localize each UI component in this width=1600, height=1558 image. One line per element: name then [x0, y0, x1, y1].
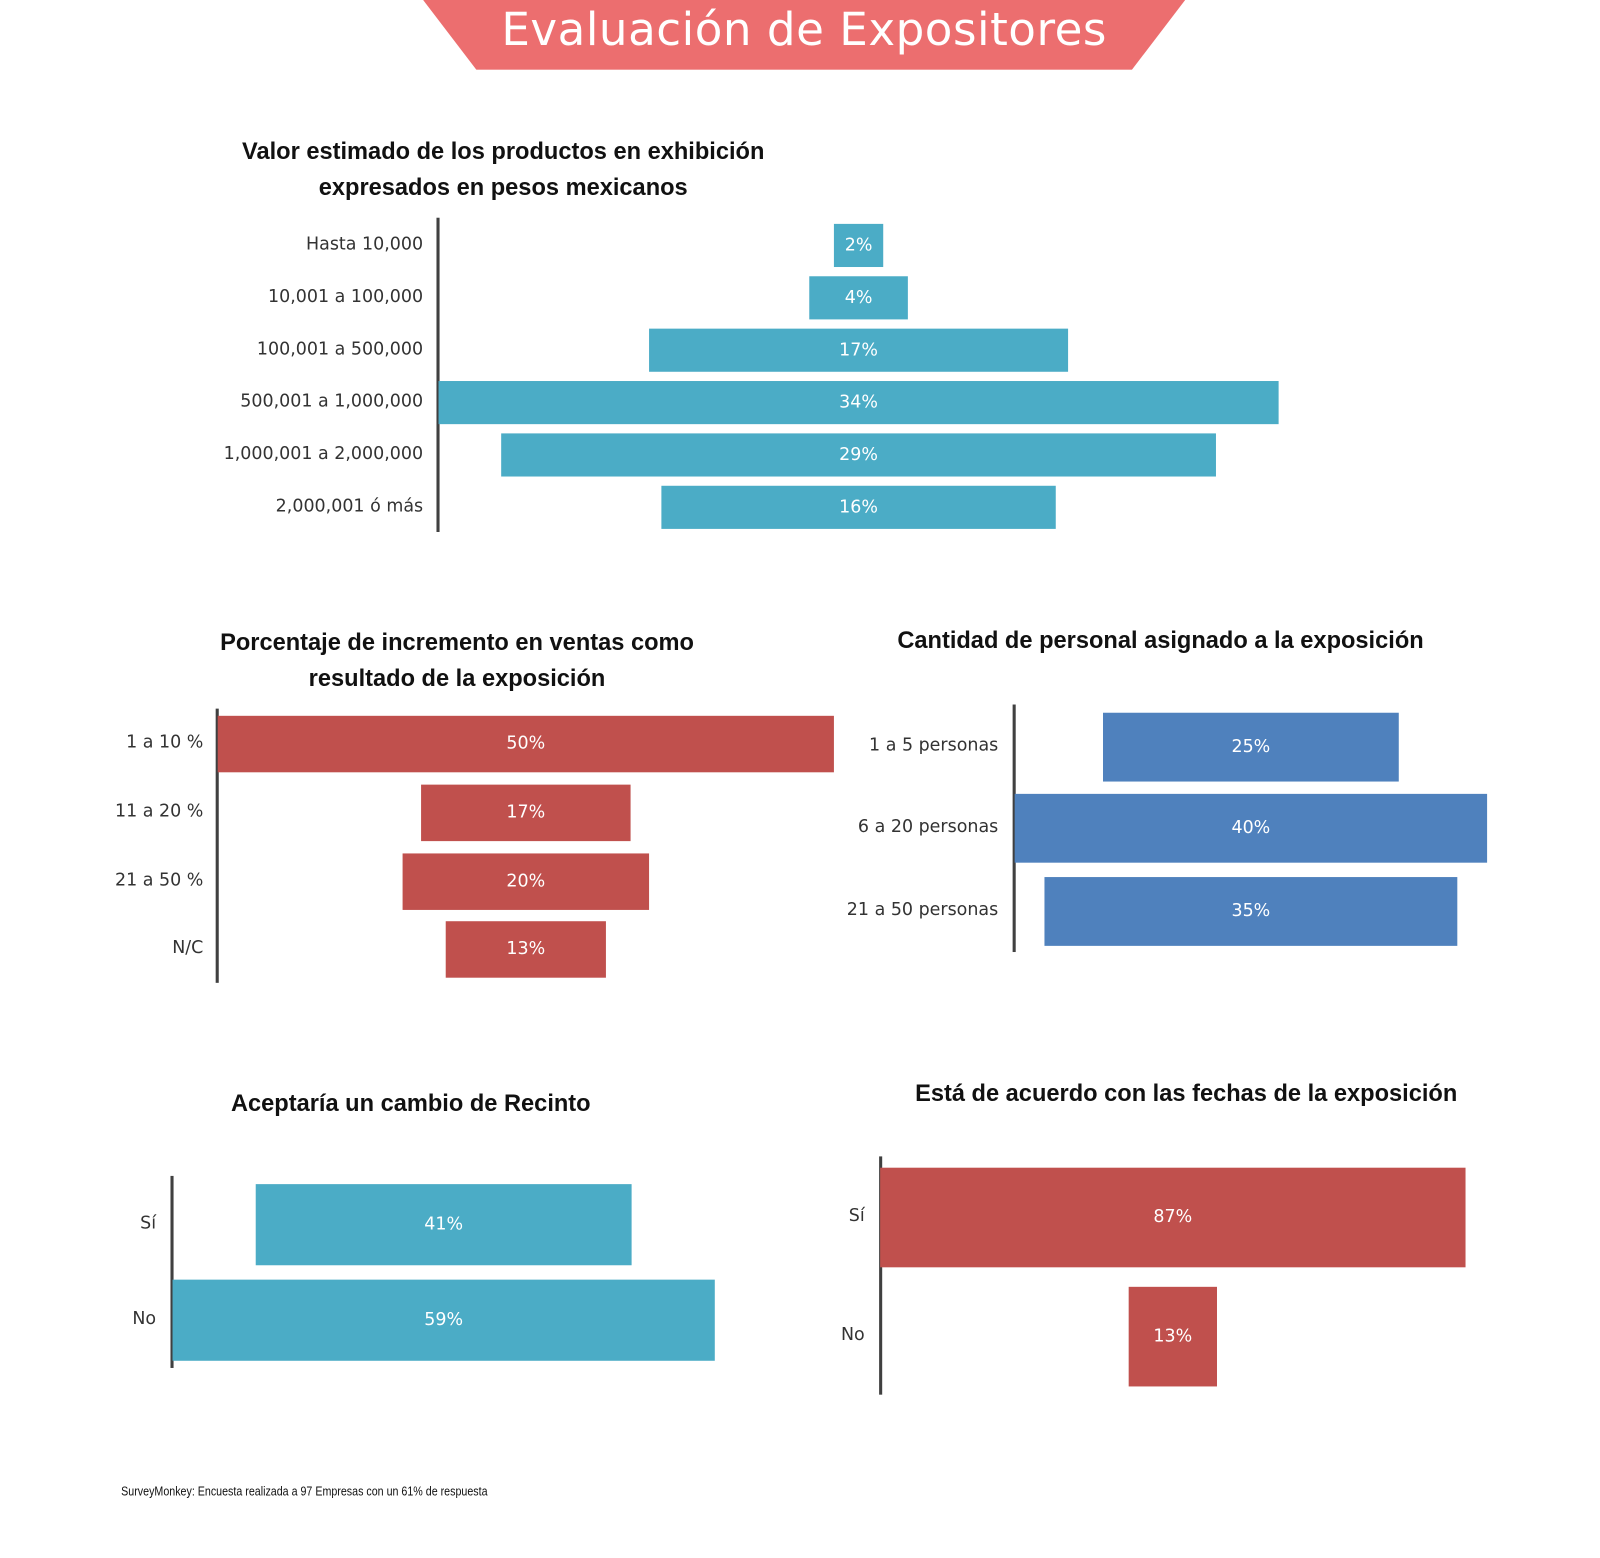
data-label: 4% [844, 287, 873, 309]
data-label: 34% [839, 392, 878, 413]
bar: 2% [833, 223, 884, 268]
bar: 20% [402, 852, 650, 910]
category-axis [1012, 704, 1016, 953]
category-label: 21 a 50 personas [846, 899, 999, 921]
bar: 35% [1044, 876, 1458, 946]
bar: 40% [1014, 793, 1488, 863]
category-label: 2,000,001 ó más [275, 496, 424, 517]
category-label: 10,001 a 100,000 [268, 286, 424, 308]
bar: 13% [1129, 1286, 1217, 1386]
data-label: 50% [506, 733, 546, 754]
bar: 41% [255, 1183, 633, 1265]
bar: 16% [661, 485, 1056, 529]
data-label: 87% [1153, 1206, 1193, 1228]
chart-title-line: resultado de la exposición [308, 664, 606, 692]
category-label: 11 a 20 % [114, 801, 204, 822]
category-label: 1 a 5 personas [869, 735, 999, 756]
category-label: No [132, 1308, 157, 1329]
bar: 59% [172, 1279, 715, 1361]
data-label: 40% [1231, 817, 1271, 839]
bar: 13% [445, 920, 606, 978]
bar: 17% [648, 328, 1069, 372]
chart-title-line: Cantidad de personal asignado a la expos… [897, 626, 1424, 654]
data-label: 17% [506, 802, 546, 823]
bar: 87% [879, 1167, 1466, 1267]
data-label: 2% [844, 235, 873, 256]
bar: 34% [439, 381, 1279, 425]
category-label: Sí [140, 1212, 157, 1234]
data-label: 17% [839, 339, 878, 361]
bar: 29% [500, 433, 1217, 477]
data-label: 13% [506, 938, 546, 960]
category-label: Sí [848, 1205, 865, 1227]
category-label: 6 a 20 personas [857, 816, 999, 838]
category-axis [170, 1175, 174, 1368]
category-label: Hasta 10,000 [306, 234, 424, 255]
data-label: 59% [424, 1309, 464, 1330]
data-label: 35% [1231, 900, 1271, 922]
category-label: 21 a 50 % [114, 869, 204, 891]
category-axis [879, 1156, 883, 1395]
bar: 25% [1103, 712, 1399, 782]
data-label: 13% [1153, 1325, 1193, 1347]
category-label: 100,001 a 500,000 [256, 338, 424, 360]
category-axis [436, 217, 440, 532]
chart-title: Aceptaría un cambio de Recinto [154, 1086, 668, 1122]
chart-title: Porcentaje de incremento en ventas como r… [154, 624, 760, 696]
category-label: N/C [172, 937, 204, 959]
chart-title: Cantidad de personal asignado a la expos… [863, 622, 1459, 658]
chart-title-line: Está de acuerdo con las fechas de la exp… [915, 1079, 1458, 1107]
chart-title: Está de acuerdo con las fechas de la exp… [883, 1075, 1489, 1111]
category-label: No [840, 1324, 865, 1346]
data-label: 41% [424, 1213, 464, 1235]
data-label: 29% [839, 444, 878, 466]
chart-title: Valor estimado de los productos en exhib… [205, 134, 801, 206]
category-label: 500,001 a 1,000,000 [240, 391, 424, 412]
category-label: 1 a 10 % [126, 732, 204, 753]
data-label: 16% [839, 497, 878, 518]
data-label: 20% [506, 870, 546, 892]
source-note: SurveyMonkey: Encuesta realizada a 97 Em… [121, 1482, 488, 1499]
category-axis [215, 708, 219, 983]
category-label: 1,000,001 a 2,000,000 [223, 443, 424, 465]
bar: 50% [217, 715, 834, 772]
chart-title-line: Aceptaría un cambio de Recinto [230, 1089, 591, 1117]
chart-title-line: expresados en pesos mexicanos [318, 173, 688, 201]
title-banner [423, 0, 1186, 70]
chart-title-line: Porcentaje de incremento en ventas como [220, 628, 694, 656]
chart-title-line: Valor estimado de los productos en exhib… [242, 137, 765, 165]
bar: 4% [809, 276, 908, 320]
bar: 17% [421, 784, 631, 841]
data-label: 25% [1231, 736, 1271, 757]
page-title: Evaluación de Expositores [501, 4, 1107, 57]
